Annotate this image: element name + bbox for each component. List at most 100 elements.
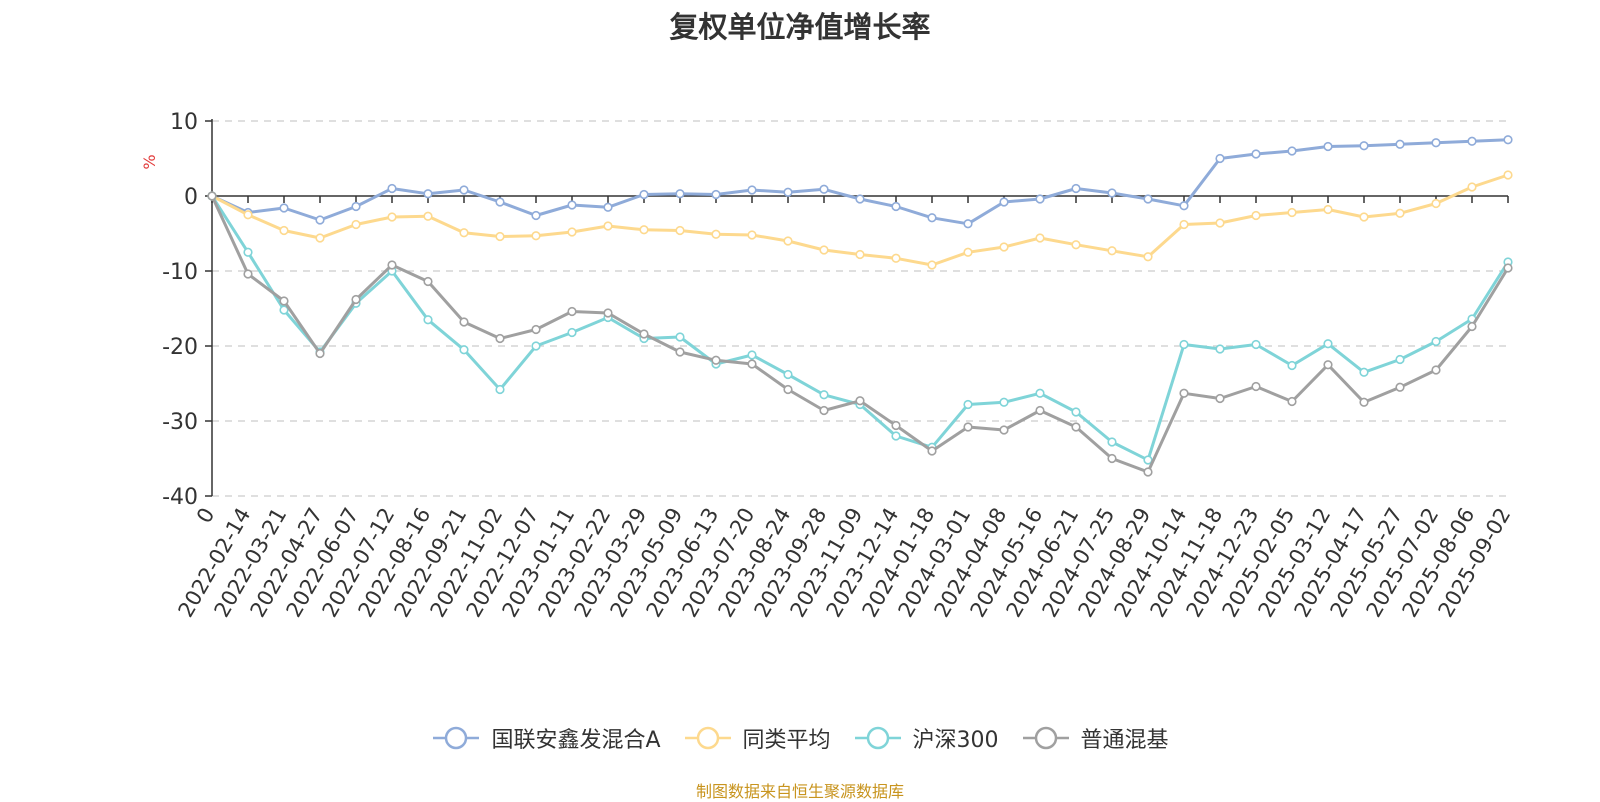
- data-point: [639, 225, 649, 235]
- data-point: [531, 231, 541, 241]
- data-point: [963, 247, 973, 257]
- grid-lines: [212, 120, 1508, 497]
- data-point: [459, 317, 469, 327]
- data-point: [1251, 210, 1261, 221]
- data-point: [711, 229, 721, 239]
- y-axis-unit-label: %: [140, 154, 159, 169]
- data-point: [927, 260, 937, 270]
- legend-label: 沪深300: [912, 728, 999, 753]
- data-point: [1179, 339, 1189, 350]
- data-point: [963, 422, 973, 432]
- legend-item[interactable]: 同类平均: [683, 722, 831, 754]
- data-point: [1107, 453, 1117, 464]
- legend-marker-icon: [433, 726, 480, 750]
- data-point: [999, 197, 1009, 207]
- data-point: [603, 221, 613, 231]
- data-point: [783, 384, 793, 395]
- data-point: [1179, 388, 1189, 398]
- data-point: [711, 189, 721, 200]
- data-point: [1215, 218, 1225, 228]
- data-point: [1503, 263, 1513, 273]
- data-point: [1107, 246, 1117, 256]
- data-point: [1107, 188, 1117, 198]
- data-point: [675, 332, 685, 342]
- data-point: [639, 189, 649, 200]
- data-point: [1179, 201, 1189, 211]
- data-point: [819, 245, 829, 255]
- data-point: [1467, 182, 1477, 192]
- data-point: [315, 233, 325, 243]
- data-point: [963, 219, 973, 229]
- data-point: [1467, 321, 1477, 332]
- data-point: [315, 348, 325, 359]
- axes: 100-10-20-30-4002022-02-142022-03-212022…: [162, 110, 1515, 621]
- legend-item[interactable]: 国联安鑫发混合A: [431, 722, 661, 754]
- data-point: [747, 230, 757, 240]
- legend-label: 国联安鑫发混合A: [491, 728, 661, 753]
- data-point: [1395, 354, 1405, 365]
- data-point: [495, 333, 505, 344]
- data-point: [819, 390, 829, 400]
- data-point: [1431, 365, 1441, 375]
- data-point: [1431, 198, 1441, 209]
- data-point: [351, 201, 361, 212]
- data-point: [1323, 339, 1333, 349]
- data-point: [999, 242, 1009, 252]
- data-point: [747, 359, 757, 369]
- data-point: [1035, 405, 1045, 416]
- data-point: [567, 227, 577, 237]
- legend-item[interactable]: 普通混基: [1021, 722, 1169, 754]
- data-point: [1143, 194, 1153, 204]
- data-point: [747, 185, 757, 195]
- data-point: [567, 327, 577, 338]
- data-point: [855, 396, 865, 406]
- chart-title: 复权单位净值增长率: [669, 10, 931, 44]
- data-point: [819, 184, 829, 194]
- data-point: [1215, 344, 1225, 354]
- y-tick-label: -40: [162, 485, 198, 510]
- data-point: [675, 347, 685, 357]
- data-point: [711, 355, 721, 365]
- data-point: [279, 225, 289, 236]
- data-point: [1431, 336, 1441, 347]
- data-point: [891, 201, 901, 212]
- data-point: [1503, 170, 1513, 180]
- data-point: [1035, 388, 1045, 398]
- data-point: [1071, 240, 1081, 250]
- data-point: [531, 210, 541, 221]
- data-point: [423, 315, 433, 325]
- data-point: [1035, 233, 1045, 243]
- data-point: [1323, 141, 1333, 152]
- data-point: [1287, 207, 1297, 218]
- data-point: [819, 405, 829, 416]
- source-note: 制图数据来自恒生聚源数据库: [695, 782, 904, 801]
- data-point: [279, 305, 289, 315]
- data-point: [891, 253, 901, 263]
- data-point: [351, 219, 361, 230]
- legend: 国联安鑫发混合A 同类平均 沪深300 普通混基: [0, 722, 1600, 754]
- x-tick-label: 0: [192, 504, 219, 528]
- data-point: [495, 384, 505, 395]
- data-point: [927, 446, 937, 456]
- data-point: [1179, 219, 1189, 230]
- legend-marker-icon: [854, 726, 901, 750]
- data-point: [207, 191, 217, 201]
- legend-label: 普通混基: [1080, 728, 1169, 753]
- data-point: [963, 399, 973, 410]
- data-point: [387, 212, 397, 222]
- data-point: [459, 185, 469, 195]
- data-point: [1395, 382, 1405, 392]
- data-point: [243, 247, 253, 257]
- data-point: [1143, 252, 1153, 262]
- data-point: [675, 189, 685, 199]
- data-point: [279, 296, 289, 306]
- data-point: [567, 306, 577, 317]
- legend-item[interactable]: 沪深300: [853, 722, 999, 754]
- data-point: [1251, 149, 1261, 159]
- data-point: [855, 249, 865, 260]
- data-point: [1323, 360, 1333, 370]
- data-point: [1287, 360, 1297, 371]
- data-point: [783, 369, 793, 380]
- data-point: [1143, 455, 1153, 465]
